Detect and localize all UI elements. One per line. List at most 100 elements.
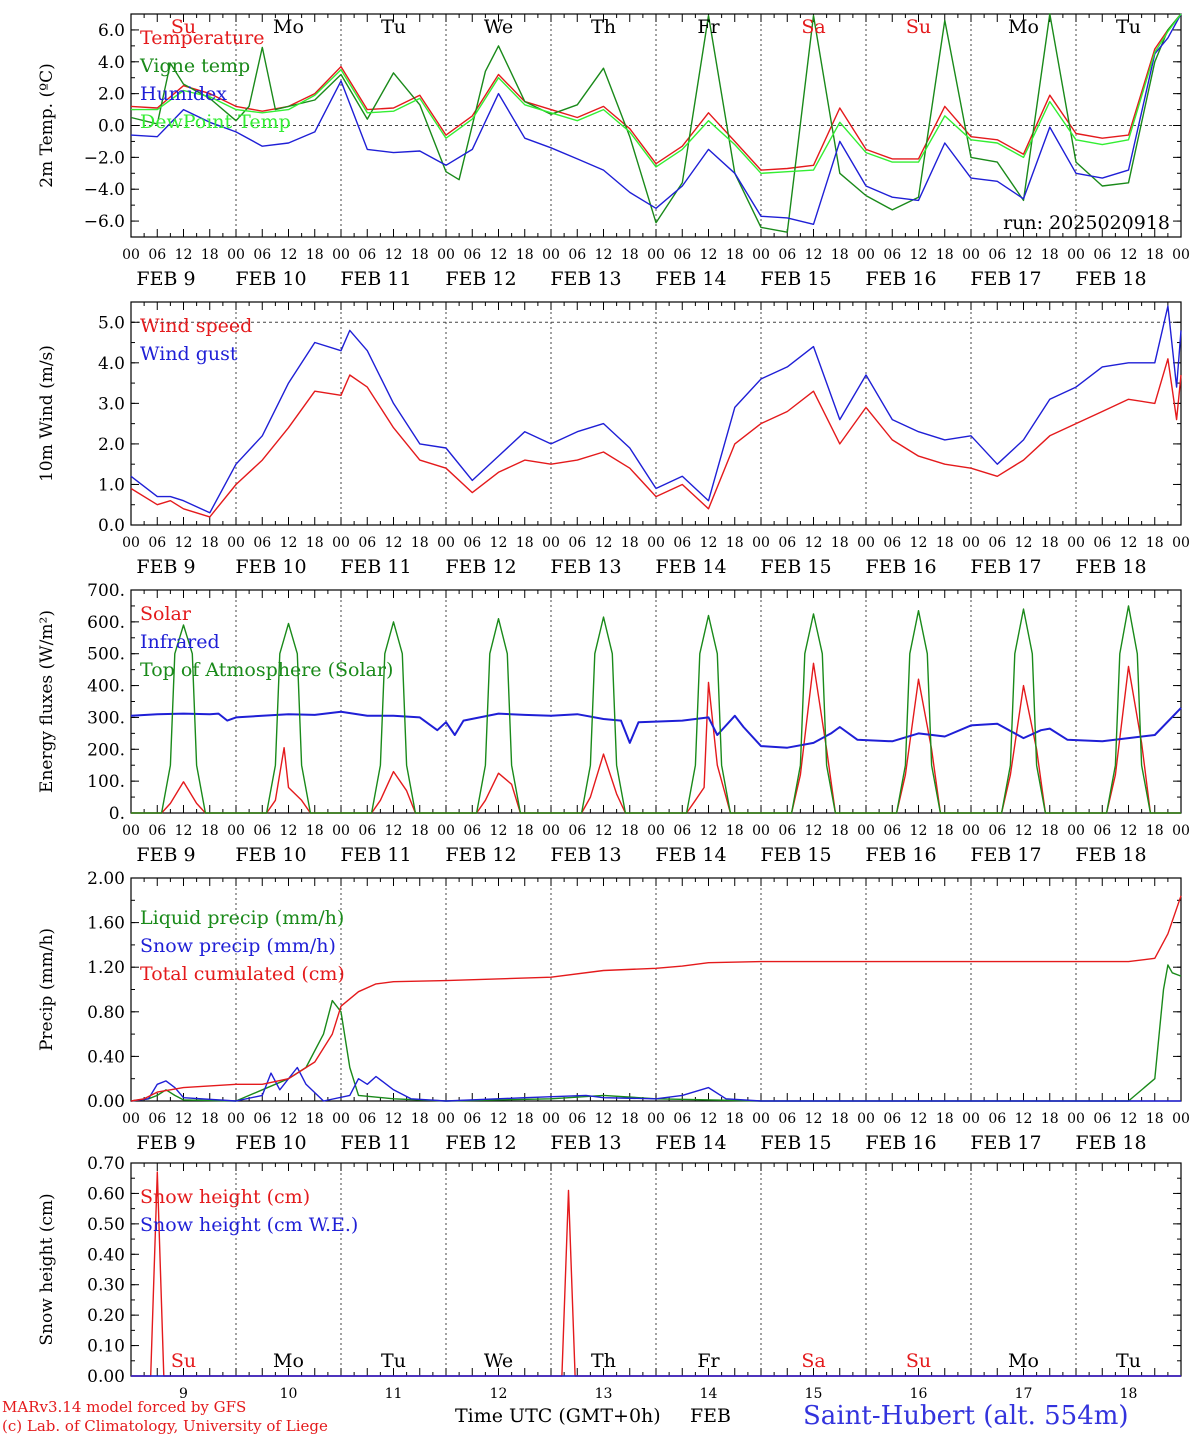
hour-label: 00 [1067,1111,1085,1127]
hour-label: 06 [988,823,1006,839]
hour-label: 06 [253,823,271,839]
day-name: We [484,16,513,38]
hour-label: 06 [253,1111,271,1127]
day-name: Su [171,1350,196,1372]
hour-label: 06 [988,1111,1006,1127]
y-tick-label: 400. [87,677,125,697]
hour-label: 12 [385,247,403,263]
day-number: 18 [1120,1386,1138,1402]
x-axis-title: Time UTC (GMT+0h) [455,1405,661,1427]
hour-label: 18 [516,1111,534,1127]
hour-label: 06 [148,247,166,263]
date-label: FEB 16 [865,1132,936,1154]
hour-label: 00 [122,535,140,551]
hour-label: 12 [805,247,823,263]
hour-label: 06 [1093,823,1111,839]
y-tick-label: 500. [87,645,125,665]
hour-label: 06 [988,535,1006,551]
date-label: FEB 14 [655,268,726,290]
hour-label: 00 [962,247,980,263]
hour-label: 18 [201,535,219,551]
series-line-temp-2 [130,13,1182,226]
hour-label: 00 [647,535,665,551]
hour-label: 06 [463,247,481,263]
date-label: FEB 14 [655,556,726,578]
station-name: Saint-Hubert (alt. 554m) [803,1401,1129,1431]
series-line-temp-1 [130,13,1182,233]
y-tick-label: 0.80 [87,1003,125,1023]
day-name: Fr [697,16,720,38]
hour-label: 06 [253,247,271,263]
date-label: FEB 9 [136,556,195,578]
hour-label: 00 [1067,535,1085,551]
series-line-wind-0 [130,358,1182,518]
date-label: FEB 11 [340,1132,411,1154]
y-tick-label: 4.0 [98,53,125,73]
date-label: FEB 17 [970,268,1041,290]
hour-label: 00 [437,247,455,263]
hour-label: 18 [306,247,324,263]
day-number: 10 [280,1386,298,1402]
hour-label: 12 [595,247,613,263]
y-tick-label: 0.60 [87,1184,125,1204]
hour-label: 06 [568,535,586,551]
hour-label: 06 [568,1111,586,1127]
legend-entry: Wind speed [140,315,252,337]
y-tick-label: 1.60 [87,914,125,934]
day-name: Fr [697,1350,720,1372]
day-name: We [484,1350,513,1372]
hour-label: 00 [542,1111,560,1127]
date-label: FEB 16 [865,556,936,578]
hour-label: 00 [962,1111,980,1127]
x-axis-month: FEB [690,1405,732,1427]
hour-label: 00 [857,535,875,551]
hour-label: 18 [1146,1111,1164,1127]
y-tick-label: 0.30 [87,1276,125,1296]
date-label: FEB 12 [445,556,516,578]
hour-label: 12 [385,535,403,551]
hour-label: 00 [227,823,245,839]
y-tick-label: 4.0 [98,354,125,374]
hour-label: 00 [437,535,455,551]
hour-label: 12 [805,535,823,551]
day-number: 11 [385,1386,403,1402]
y-tick-label: 0.40 [87,1047,125,1067]
hour-label: 00 [122,823,140,839]
y-tick-label: 600. [87,613,125,633]
hour-label: 12 [385,823,403,839]
hour-label: 12 [175,1111,193,1127]
series-line-temp-3 [131,13,1182,175]
day-name: Sa [801,16,825,38]
hour-label: 18 [306,823,324,839]
y-tick-label: −6.0 [84,212,125,232]
hour-label: 18 [1146,247,1164,263]
hour-label: 18 [936,1111,954,1127]
hour-label: 12 [805,1111,823,1127]
hour-label: 12 [175,535,193,551]
hour-label: 00 [542,535,560,551]
hour-label: 18 [1041,1111,1059,1127]
hour-label: 18 [621,247,639,263]
hour-label: 06 [1093,535,1111,551]
y-tick-label: 3.0 [98,394,125,414]
legend-entry: Wind gust [140,343,238,365]
hour-label: 18 [936,535,954,551]
hour-label: 06 [148,823,166,839]
hour-label: 00 [542,823,560,839]
legend-entry: Snow height (cm) [140,1186,310,1208]
hour-label: 06 [883,535,901,551]
date-label: FEB 12 [445,268,516,290]
hour-label: 18 [411,535,429,551]
hour-label: 12 [175,247,193,263]
hour-label: 00 [962,823,980,839]
hour-label: 12 [175,823,193,839]
y-tick-label: 0.40 [87,1245,125,1265]
hour-label: 00 [752,247,770,263]
hour-label: 12 [490,823,508,839]
date-label: FEB 18 [1075,268,1146,290]
legend-entry: Total cumulated (cm) [140,963,345,985]
hour-label: 06 [358,535,376,551]
hour-label: 12 [280,535,298,551]
hour-label: 00 [227,247,245,263]
